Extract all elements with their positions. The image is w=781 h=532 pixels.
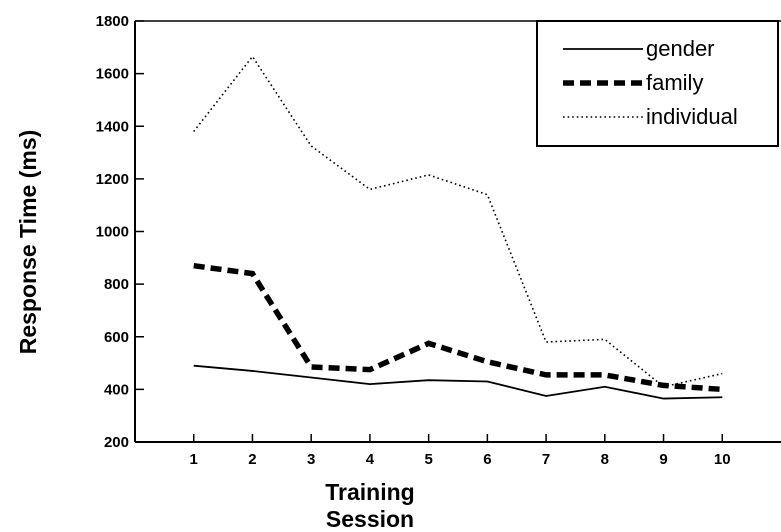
series-gender [193, 364, 723, 400]
legend-item-family: family [563, 70, 703, 95]
y-tick-label: 1600 [96, 66, 129, 83]
y-tick-label: 200 [104, 434, 129, 451]
series-line-gender [193, 364, 723, 400]
x-tick-label: 8 [601, 451, 609, 468]
series-family [193, 262, 723, 393]
y-tick-label: 1400 [96, 118, 129, 135]
legend-item-gender: gender [563, 36, 715, 61]
legend: gender family individual [536, 20, 779, 147]
y-tick-label: 1800 [96, 13, 129, 30]
y-tick-label: 600 [104, 329, 129, 346]
series-lines [193, 55, 723, 400]
x-axis-title: Training Session [325, 479, 414, 532]
x-tick-label: 9 [659, 451, 667, 468]
y-ticks: 200 400 600 800 1000 1200 1400 1600 1800 [96, 13, 144, 451]
legend-label: gender [646, 36, 715, 61]
x-tick-label: 1 [190, 451, 198, 468]
plot-area: 200 400 600 800 1000 1200 1400 1600 1800 1 2 3 4 5 6 7… [96, 13, 781, 468]
x-tick-label: 6 [483, 451, 491, 468]
y-tick-label: 1200 [96, 171, 129, 188]
legend-label: family [646, 70, 703, 95]
x-tick-label: 4 [366, 451, 375, 468]
x-axis-title-line-1: Training [325, 479, 414, 505]
series-line-individual [193, 55, 723, 388]
x-tick-label: 2 [248, 451, 256, 468]
x-tick-label: 3 [307, 451, 315, 468]
x-tick-label: 10 [714, 451, 731, 468]
series-individual [193, 55, 723, 388]
x-tick-label: 7 [542, 451, 550, 468]
x-ticks: 1 2 3 4 5 6 7 8 9 10 [190, 434, 731, 468]
x-tick-label: 5 [424, 451, 432, 468]
y-tick-label: 800 [104, 276, 129, 293]
legend-label: individual [646, 104, 738, 129]
x-axis-title-line-2: Session [326, 506, 414, 532]
y-tick-label: 1000 [96, 224, 129, 241]
legend-item-individual: individual [563, 104, 738, 129]
y-tick-label: 400 [104, 381, 129, 398]
y-axis-title: Response Time (ms) [15, 130, 41, 355]
series-line-family [193, 262, 723, 393]
legend-box [536, 20, 779, 147]
